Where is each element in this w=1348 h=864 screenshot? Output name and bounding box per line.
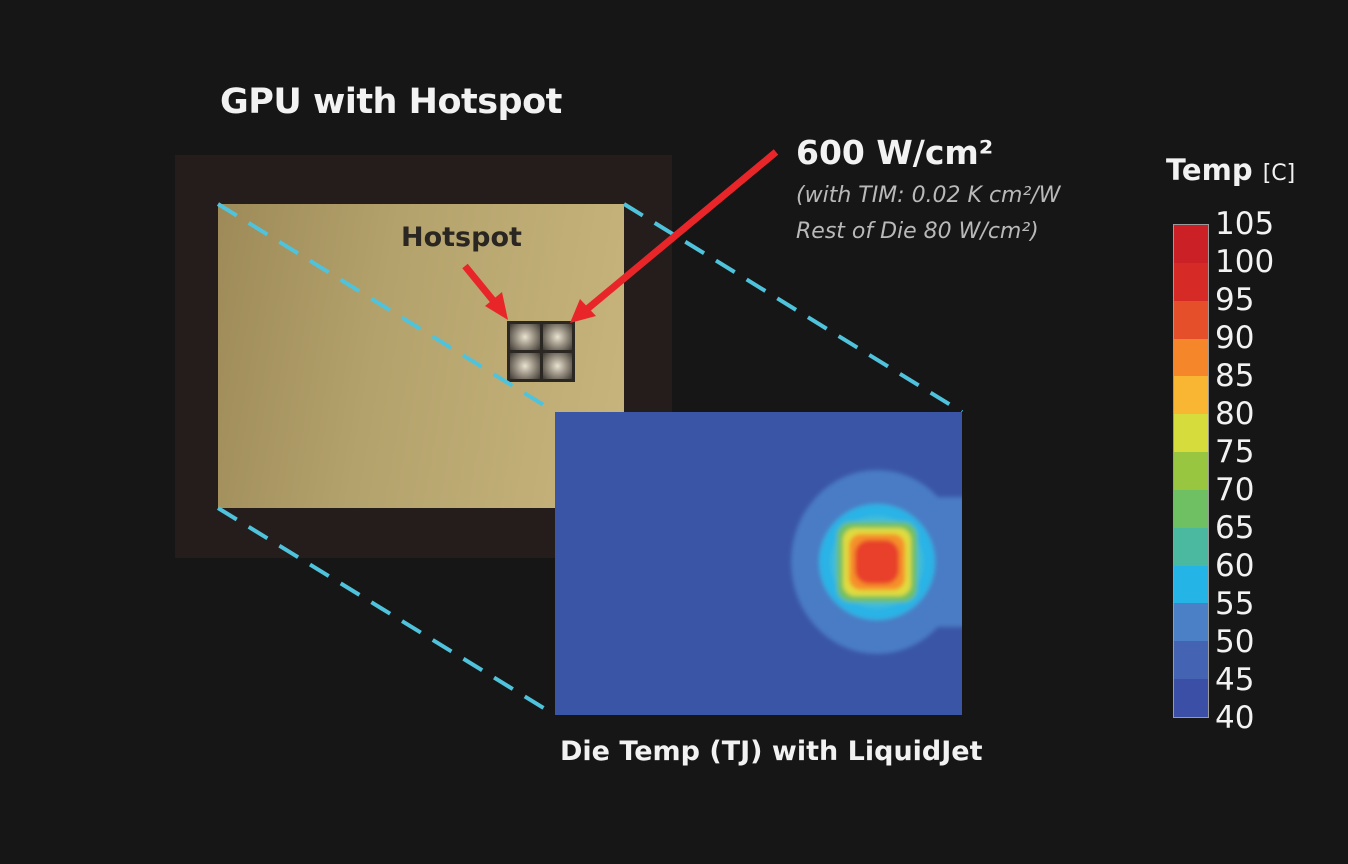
colorbar-title-text: Temp <box>1166 153 1253 187</box>
colorbar-band <box>1174 679 1208 717</box>
power-note-line2: Rest of Die 80 W/cm²) <box>796 219 1039 244</box>
colorbar-band <box>1174 527 1208 566</box>
colorbar-tick-label: 65 <box>1215 510 1255 546</box>
hotspot-arrow-shaft <box>462 263 499 307</box>
page-title: GPU with Hotspot <box>220 82 562 122</box>
colorbar <box>1173 224 1209 718</box>
colorbar-tick-label: 85 <box>1215 358 1255 394</box>
colorbar-tick-label: 90 <box>1215 320 1255 356</box>
colorbar-tick-label: 75 <box>1215 434 1255 470</box>
colorbar-band <box>1174 225 1208 263</box>
power-arrow-head <box>570 299 596 323</box>
guide-line-bottom-left <box>216 506 557 717</box>
die-temperature-heatmap <box>555 412 962 715</box>
hotspot-label: Hotspot <box>401 222 522 253</box>
heat-zone-100 <box>855 540 899 584</box>
colorbar-tick-label: 55 <box>1215 586 1255 622</box>
colorbar-band <box>1174 414 1208 453</box>
colorbar-band <box>1174 641 1208 680</box>
chip-cell <box>510 324 540 350</box>
heatmap-caption: Die Temp (TJ) with LiquidJet <box>560 736 983 767</box>
colorbar-tick-label: 105 <box>1215 206 1275 242</box>
chip-cell <box>510 353 540 379</box>
colorbar-band <box>1174 489 1208 528</box>
colorbar-tick-label: 60 <box>1215 548 1255 584</box>
chip-cell <box>542 353 572 379</box>
power-note-line1: (with TIM: 0.02 K cm²/W <box>796 183 1061 208</box>
colorbar-tick-label: 80 <box>1215 396 1255 432</box>
colorbar-title: Temp [C] <box>1166 153 1295 187</box>
colorbar-tick-label: 100 <box>1215 244 1275 280</box>
colorbar-band <box>1174 262 1208 301</box>
colorbar-tick-label: 95 <box>1215 282 1255 318</box>
power-arrow-shaft <box>583 149 779 313</box>
chip-cell <box>542 324 572 350</box>
colorbar-tick-label: 40 <box>1215 700 1255 736</box>
colorbar-band <box>1174 338 1208 377</box>
colorbar-band <box>1174 376 1208 415</box>
colorbar-unit: [C] <box>1262 161 1296 186</box>
power-density-label: 600 W/cm² <box>796 133 994 172</box>
colorbar-tick-label: 45 <box>1215 662 1255 698</box>
colorbar-band <box>1174 452 1208 490</box>
colorbar-band <box>1174 603 1208 642</box>
colorbar-band <box>1174 300 1208 339</box>
hotspot-chip <box>507 321 575 382</box>
guide-line-top-left <box>216 202 557 414</box>
colorbar-tick-label: 50 <box>1215 624 1255 660</box>
hotspot-arrow-head <box>485 292 508 320</box>
colorbar-tick-label: 70 <box>1215 472 1255 508</box>
colorbar-band <box>1174 565 1208 604</box>
guide-line-top-right <box>622 202 964 414</box>
